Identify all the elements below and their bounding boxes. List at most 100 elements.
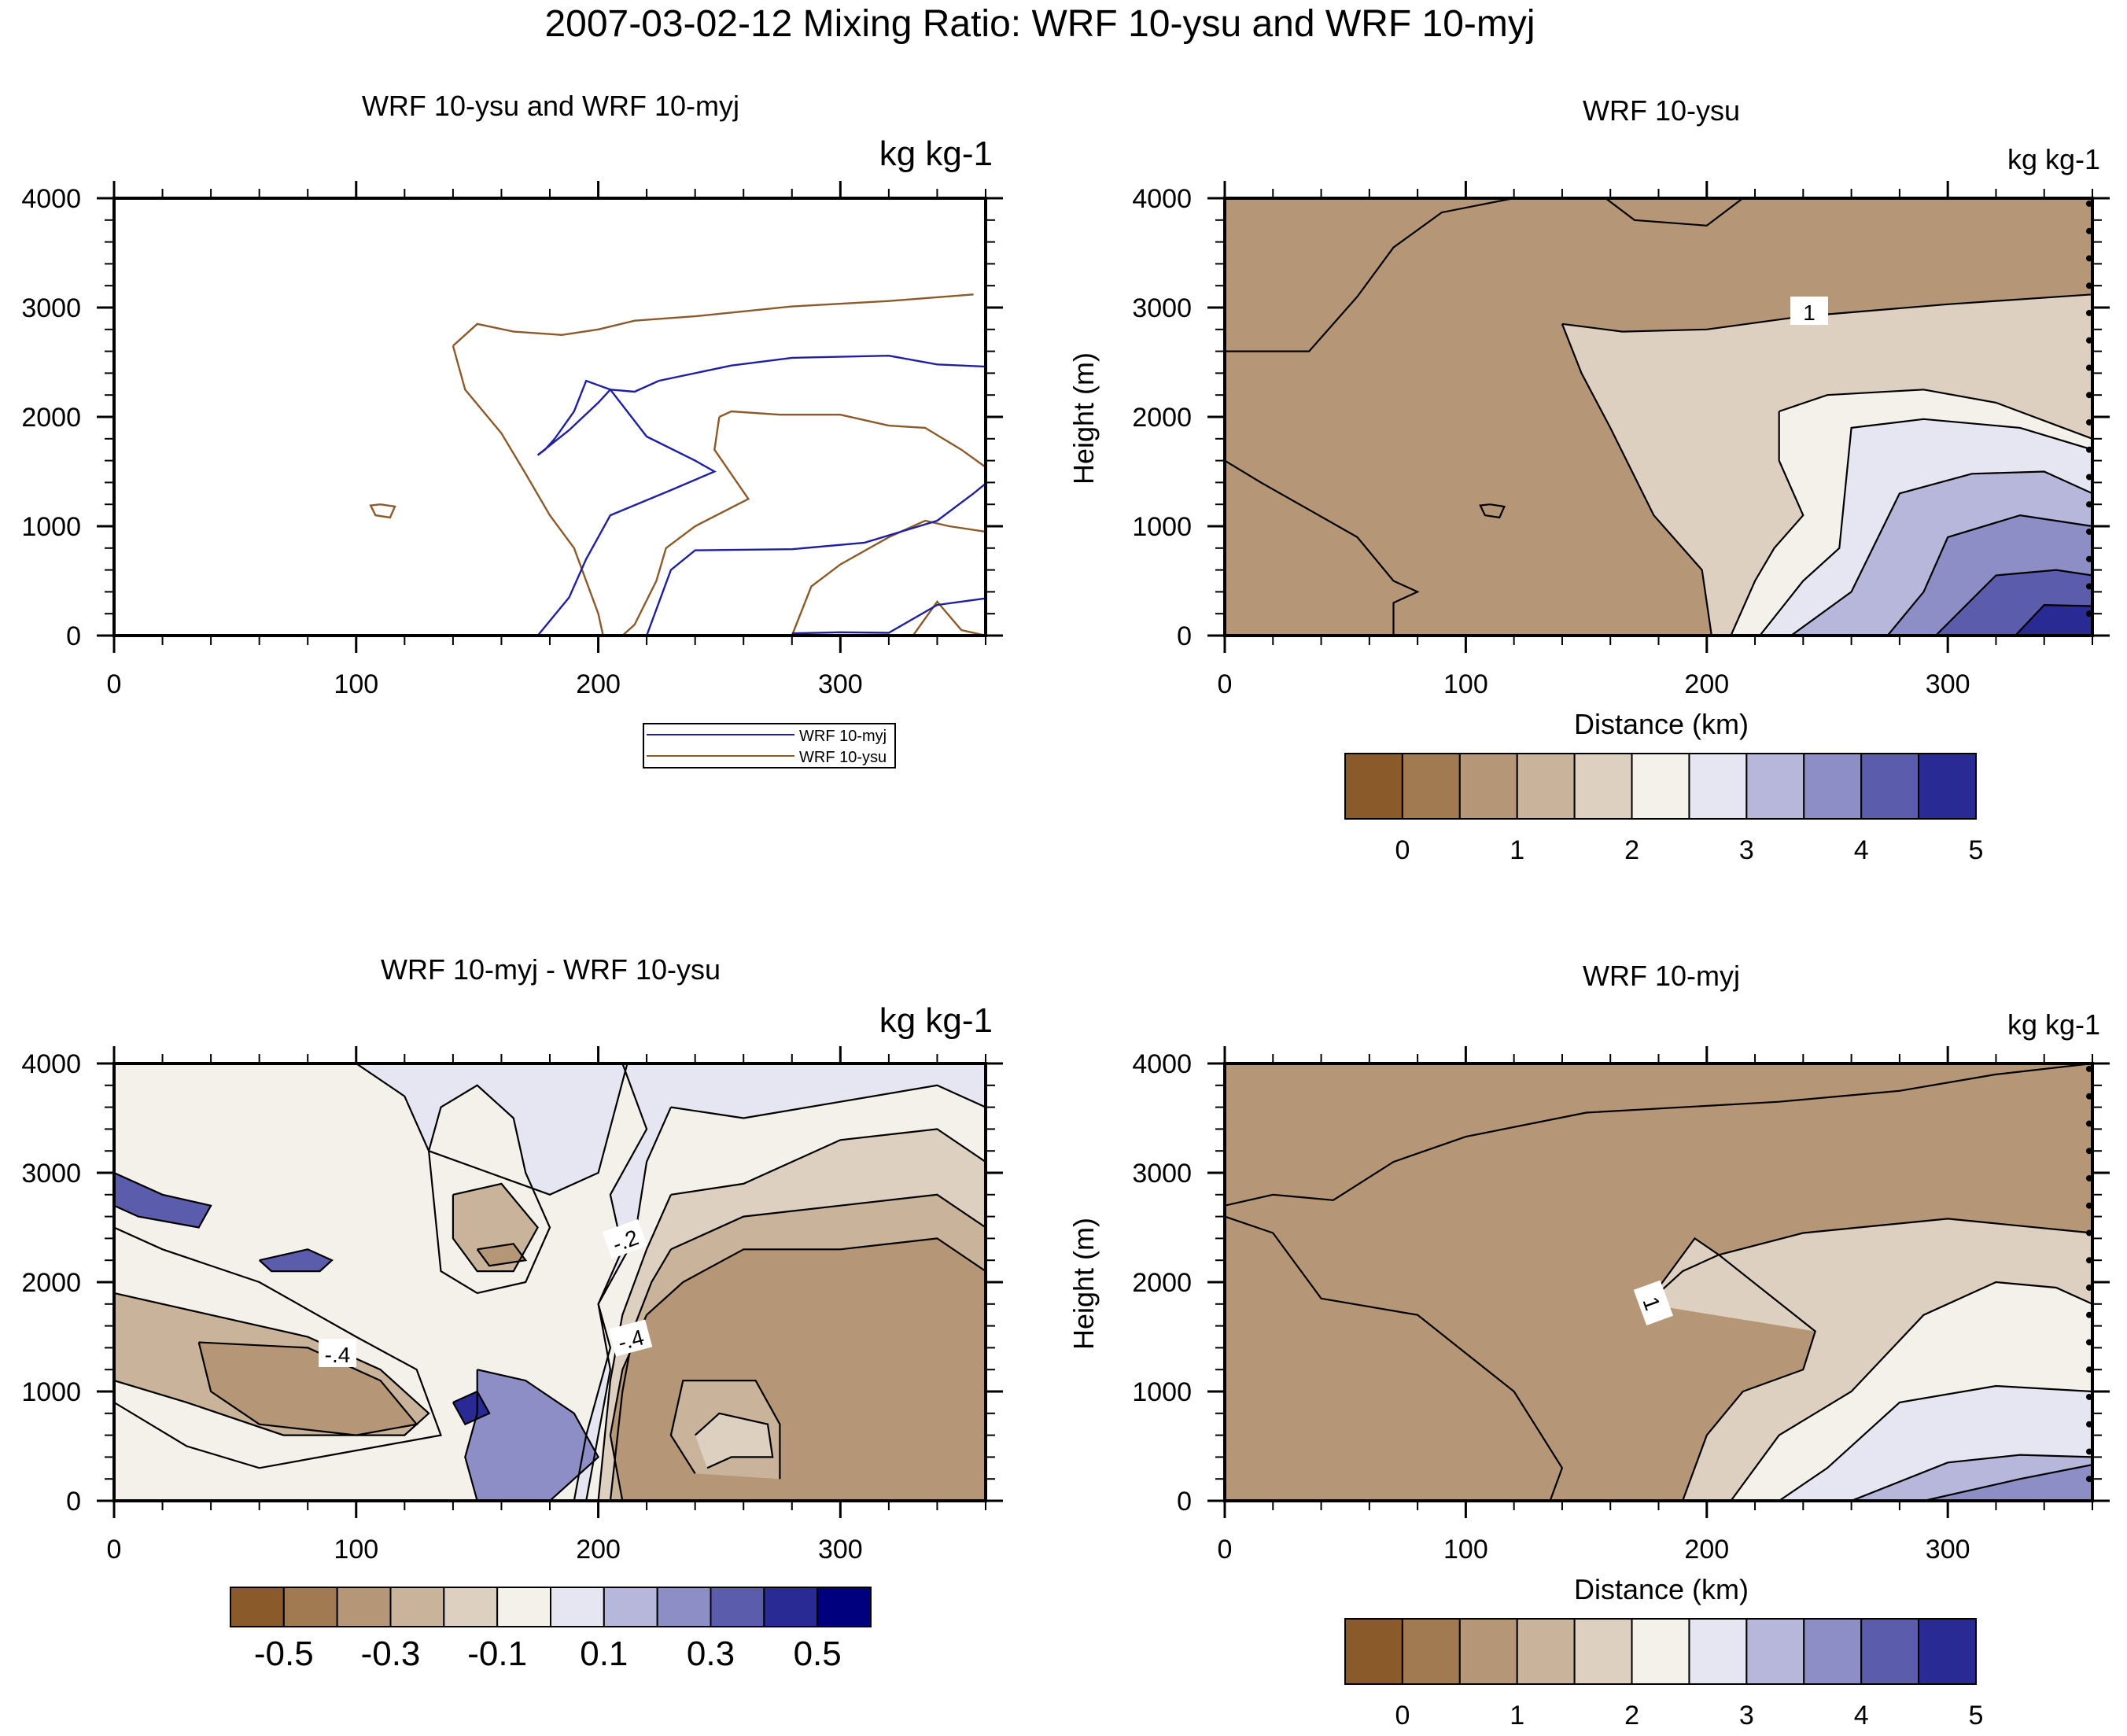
myj-contour-line [1225,1063,2092,1207]
ysu-colorbar-label: 3 [1739,835,1754,865]
myj-colorbar-box [1745,1618,1805,1685]
diff-colorbar-label: -0.1 [467,1635,527,1673]
panel-overlay: WRF 10-ysu and WRF 10-myj kg kg-1 0 100 20… [21,90,1003,768]
diff-colorbar-box [656,1587,712,1627]
overlay-contour-ysu [452,345,604,636]
myj-contour-line [1646,1254,1816,1501]
diff-colorbar-box [550,1587,605,1627]
diff-contour-line [428,1084,551,1295]
ysu-ylabel: Height (m) [1067,352,1100,485]
overlay-contour-ysu [369,503,396,519]
ysu-ytick-label: 1000 [1132,512,1192,542]
overlay-contour-ysu [621,416,750,636]
overlay-ytick-label: 1000 [21,512,81,542]
myj-xlabel: Distance (km) [1574,1573,1749,1605]
diff-contour-label-box [319,1339,356,1367]
diff-fill-region [259,1249,332,1272]
myj-colorbar-box [1516,1618,1576,1685]
overlay-contour-myj [536,354,986,456]
diff-xtick-label: 100 [334,1535,378,1565]
diff-contour-label: -.2 [602,1218,648,1259]
diff-contour-line [694,1412,774,1469]
overlay-xtick-label: 100 [334,669,378,699]
overlay-contour-myj [645,482,986,636]
panel-myj-title: WRF 10-myj [1583,960,1740,992]
legend-label-ysu: WRF 10-ysu [799,749,887,766]
diff-xtick-label: 0 [107,1535,122,1565]
diff-contour-line [670,1193,986,1251]
myj-fill-region [1225,1216,1562,1501]
myj-colorbar-box [1344,1618,1403,1685]
myj-xtick-label: 0 [1218,1535,1233,1565]
ysu-contour-line [1790,470,2092,636]
overlay-frame [112,197,987,637]
overlay-ytick-label: 2000 [21,403,81,433]
overlay-ytick-label: 0 [66,621,81,651]
ysu-colorbar-box [1401,753,1461,820]
ysu-frame [1223,197,2094,637]
myj-colorbar-label: 3 [1739,1701,1754,1730]
ysu-contour-label: 1 [1790,297,1828,325]
myj-contour-label-box [1633,1280,1674,1326]
diff-contour-line [452,1390,491,1426]
ysu-contour-line [1730,411,1804,636]
overlay-xtick-label: 0 [107,669,122,699]
overlay-ytick-label: 3000 [21,293,81,323]
ysu-xlabel: Distance (km) [1574,708,1749,740]
myj-contour-line [1646,1218,2092,1305]
diff-colorbar-box [496,1587,552,1627]
overlay-contour-myj [536,388,717,636]
myj-xtick-label: 300 [1926,1535,1970,1565]
myj-ytick-label: 2000 [1132,1268,1192,1298]
ysu-ytick-label: 4000 [1132,184,1192,214]
ysu-colorbar-box [1573,753,1633,820]
ysu-contour-line [1779,389,2092,440]
legend-box [643,723,896,768]
diff-contour-line [669,1380,781,1480]
myj-contour-line [1851,1454,2092,1501]
myj-colorbar-label: 1 [1510,1701,1524,1730]
ysu-contour-line [1561,323,1712,636]
myj-colorbar-box [1573,1618,1633,1685]
myj-colorbar-box [1803,1618,1863,1685]
myj-colorbar-box [1918,1618,1977,1685]
diff-contour-line [114,1292,430,1436]
panel-diff-units: kg kg-1 [879,1001,993,1040]
diff-xtick-label: 200 [576,1535,621,1565]
ysu-contour-line [1935,569,2092,636]
diff-contour-line [258,1248,334,1273]
ysu-contour-line [1225,459,1420,636]
diff-ytick-label: 0 [66,1487,81,1517]
myj-colorbar-box [1860,1618,1920,1685]
diff-colorbar-label: -0.3 [361,1635,421,1673]
diff-colorbar-box [763,1587,819,1627]
myj-ytick-label: 0 [1177,1487,1192,1517]
ysu-colorbar-box [1803,753,1863,820]
diff-fill-region [465,1369,599,1501]
myj-colorbar: 0 1 2 3 4 5 [1344,1618,1984,1730]
ysu-contour-line [1479,503,1506,519]
diff-contour-line [682,1237,986,1283]
ysu-colorbar-label: 4 [1854,835,1869,865]
myj-ylabel: Height (m) [1067,1218,1100,1350]
diff-colorbar: -0.5 -0.3 -0.1 0.1 0.3 0.5 [230,1587,872,1673]
diff-contour-line [271,1063,629,1196]
ysu-colorbar-label: 2 [1624,835,1639,865]
diff-xtick-label: 300 [818,1535,863,1565]
ysu-colorbar-box [1688,753,1748,820]
overlay-ytick-label: 4000 [21,184,81,214]
overlay-xtick-label: 300 [818,669,863,699]
myj-colorbar-label: 2 [1624,1701,1639,1730]
diff-ytick-label: 3000 [21,1159,81,1189]
diff-contour-line [477,1369,599,1501]
diff-contour-line [452,1182,539,1273]
ysu-contour-line [1225,198,1514,352]
myj-colorbar-label: 5 [1969,1701,1984,1730]
diff-contour-line [114,1171,212,1229]
ysu-ytick-label: 2000 [1132,403,1192,433]
ysu-colorbar-box [1745,753,1805,820]
myj-colorbar-label: 0 [1395,1701,1410,1730]
diff-colorbar-box [282,1587,338,1627]
ysu-contour-label-text: 1 [1803,300,1816,325]
